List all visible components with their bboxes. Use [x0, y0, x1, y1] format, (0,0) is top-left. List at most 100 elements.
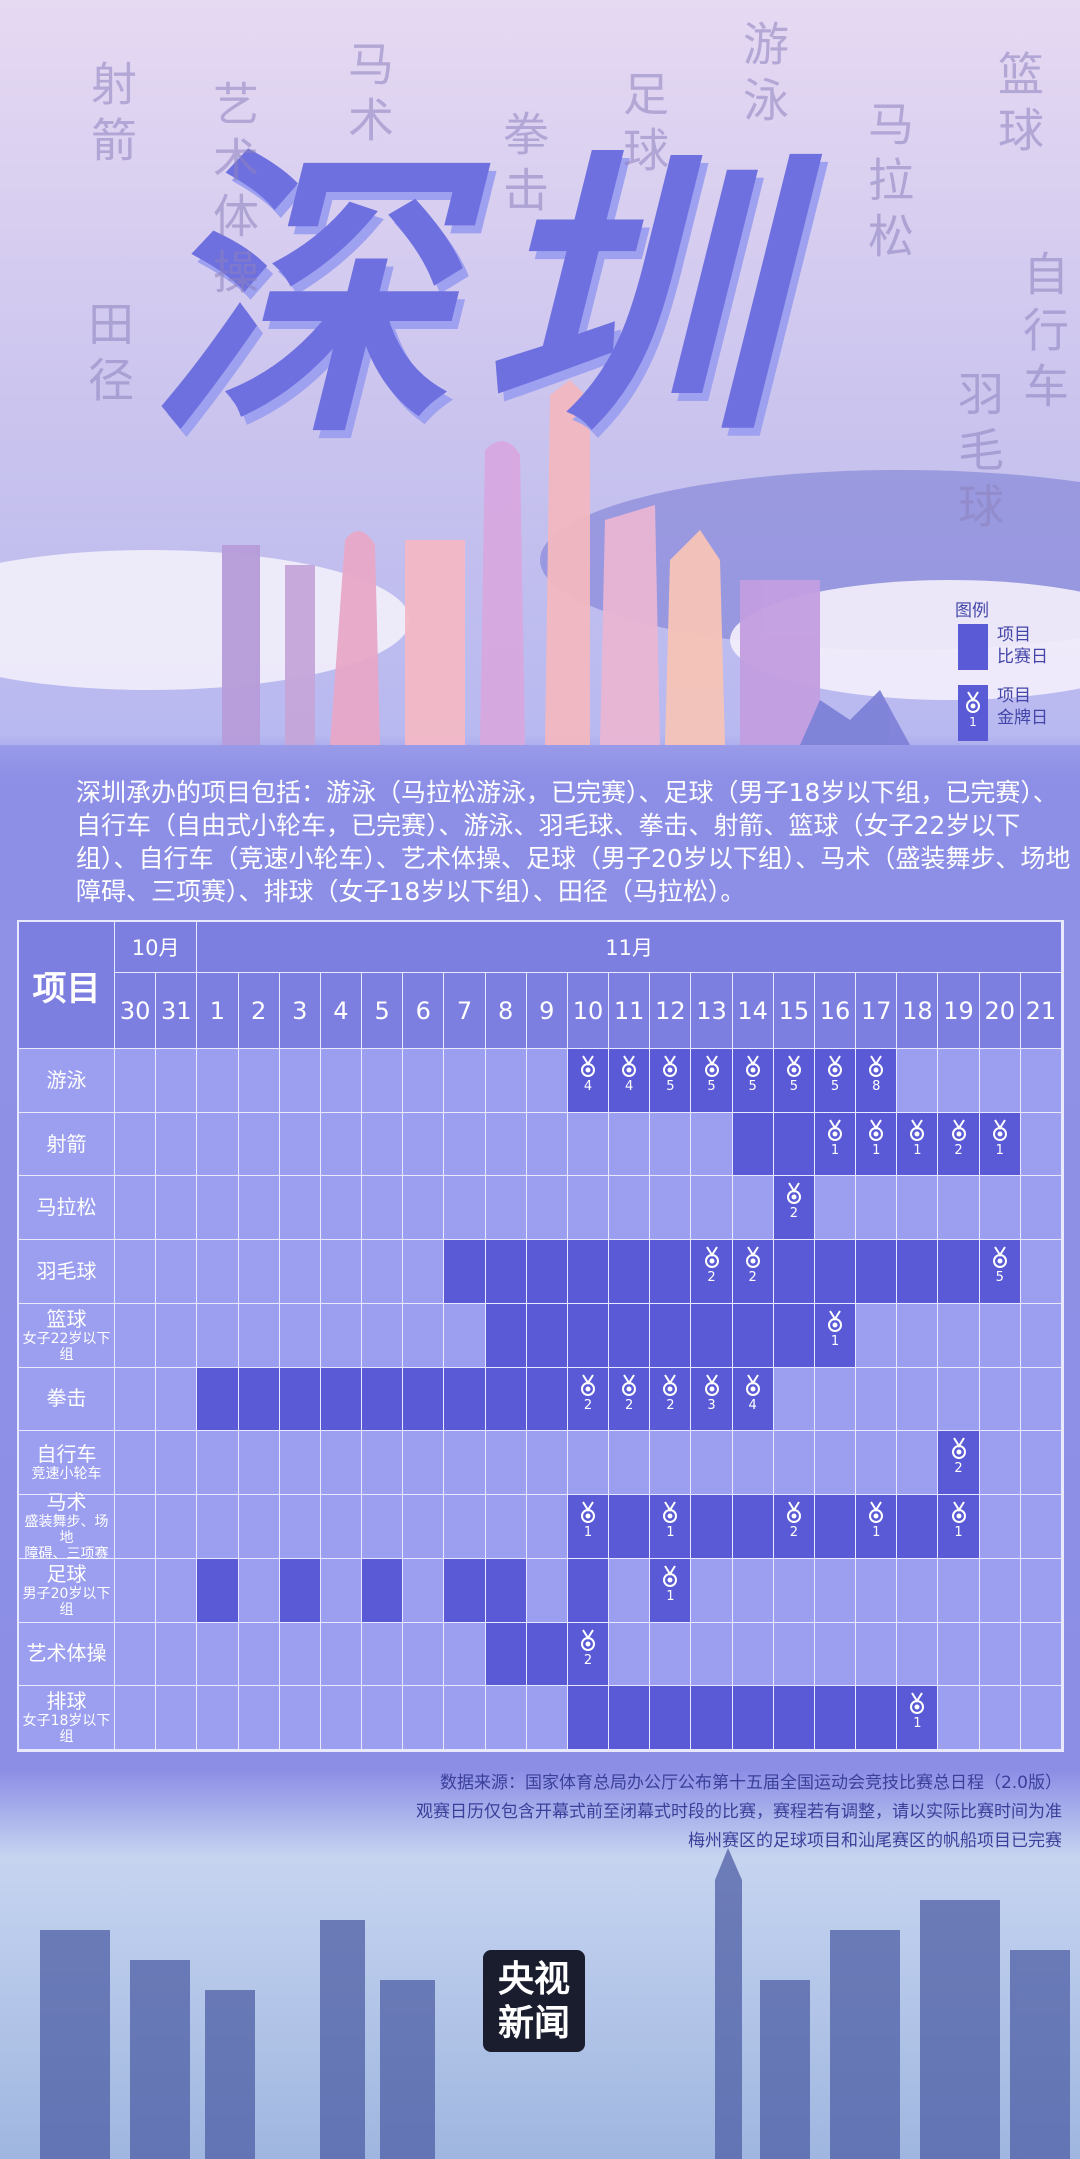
empty-cell	[115, 1049, 157, 1113]
gold-medal-icon	[869, 1119, 884, 1141]
gold-medal-icon	[745, 1055, 760, 1077]
gold-count: 1	[995, 1142, 1004, 1158]
empty-cell	[156, 1367, 198, 1432]
match-day-cell	[238, 1367, 280, 1432]
empty-cell	[320, 1240, 363, 1304]
empty-cell	[526, 1431, 568, 1496]
gold-medal: 1	[897, 1692, 937, 1731]
match-day-cell	[691, 1303, 733, 1368]
gold-medal-icon	[580, 1629, 595, 1651]
empty-cell	[609, 1112, 651, 1177]
match-day-cell	[609, 1686, 651, 1750]
gold-medal: 1	[650, 1565, 690, 1604]
empty-cell	[1020, 1686, 1062, 1750]
empty-cell	[979, 1558, 1021, 1623]
empty-cell	[156, 1558, 198, 1623]
empty-cell	[238, 1049, 280, 1113]
empty-cell	[732, 1176, 774, 1241]
gold-count: 2	[666, 1397, 675, 1413]
logo-line: 新闻	[497, 2003, 570, 2044]
match-day-cell	[897, 1495, 939, 1559]
gold-count: 2	[583, 1397, 593, 1413]
empty-cell	[650, 1431, 692, 1496]
gold-medal: 2	[650, 1374, 690, 1413]
match-day-cell	[814, 1240, 857, 1304]
legend-gold-count: 1	[969, 715, 977, 729]
gold-medal-day-cell: 1	[938, 1495, 980, 1559]
gold-medal-day-cell: 4	[732, 1367, 774, 1432]
gold-count: 1	[583, 1525, 593, 1541]
empty-cell	[691, 1112, 733, 1177]
gold-medal-day-cell: 5	[979, 1240, 1021, 1304]
empty-cell	[856, 1558, 898, 1623]
match-day-cell	[650, 1240, 692, 1304]
empty-cell	[1020, 1112, 1062, 1177]
match-day-cell	[485, 1622, 527, 1687]
gold-medal-icon	[663, 1055, 678, 1077]
empty-cell	[814, 1367, 857, 1432]
empty-cell	[814, 1431, 857, 1496]
empty-cell	[814, 1622, 857, 1687]
gold-medal: 1	[856, 1119, 896, 1158]
row-name-line: 羽毛球	[36, 1259, 97, 1284]
background-word: 游泳	[736, 20, 790, 132]
gold-count: 5	[995, 1270, 1004, 1286]
match-day-cell	[444, 1367, 486, 1432]
gold-medal-day-cell: 1	[979, 1112, 1021, 1177]
empty-cell	[403, 1303, 445, 1368]
gold-count: 4	[625, 1079, 634, 1094]
gold-medal-day-cell: 2	[691, 1240, 733, 1304]
day-header: 3	[279, 973, 321, 1049]
empty-cell	[444, 1112, 486, 1177]
gold-count: 5	[830, 1079, 840, 1094]
empty-cell	[362, 1686, 404, 1750]
gold-medal-day-cell: 3	[691, 1367, 733, 1432]
background-word: 射箭	[84, 60, 138, 172]
gold-medal-icon	[992, 1246, 1007, 1269]
empty-cell	[979, 1622, 1021, 1687]
gold-count: 2	[789, 1525, 798, 1541]
empty-cell	[238, 1431, 280, 1496]
gold-medal-day-cell: 8	[856, 1049, 898, 1113]
gold-count: 3	[707, 1397, 716, 1413]
gold-medal: 5	[691, 1055, 731, 1094]
empty-cell	[485, 1431, 527, 1496]
gold-medal-day-cell: 5	[650, 1049, 692, 1113]
day-header: 2	[238, 973, 280, 1049]
row-name: 排球 女子18岁以下组	[19, 1686, 115, 1750]
match-day-cell	[403, 1367, 445, 1432]
empty-cell	[979, 1686, 1021, 1750]
gold-medal: 5	[733, 1055, 773, 1094]
gold-medal: 5	[980, 1246, 1020, 1285]
empty-cell	[938, 1367, 980, 1432]
match-day-cell	[732, 1303, 774, 1368]
match-day-cell	[485, 1303, 527, 1368]
match-day-cell	[362, 1558, 404, 1623]
gold-medal: 5	[774, 1055, 814, 1094]
row-name-line: 射箭	[46, 1131, 87, 1156]
gold-medal-day-cell: 2	[609, 1367, 651, 1432]
empty-cell	[279, 1303, 321, 1368]
gold-count: 1	[666, 1588, 675, 1604]
gold-count: 2	[954, 1142, 963, 1158]
match-day-cell	[567, 1686, 610, 1750]
schedule-table: 项目 30 31 10月 1 2 3 4 5 6 7 8 9 10 11 12 13 14 15 16 17 18 19 20…	[17, 920, 1064, 1752]
gold-medal-icon	[992, 1119, 1007, 1141]
empty-cell	[320, 1303, 363, 1368]
empty-cell	[979, 1495, 1021, 1559]
gold-medal-icon	[622, 1374, 637, 1396]
gold-count: 5	[666, 1079, 675, 1094]
gold-count: 2	[954, 1461, 963, 1477]
empty-cell	[156, 1049, 198, 1113]
gold-count: 5	[789, 1079, 798, 1094]
day-header: 4	[320, 973, 363, 1049]
match-day-cell	[567, 1558, 610, 1623]
match-day-cell	[567, 1303, 610, 1368]
empty-cell	[1020, 1495, 1062, 1559]
match-day-cell	[814, 1495, 857, 1559]
month-header: 10月	[115, 922, 198, 973]
match-day-cell	[650, 1686, 692, 1750]
empty-cell	[444, 1049, 486, 1113]
empty-cell	[115, 1176, 157, 1241]
